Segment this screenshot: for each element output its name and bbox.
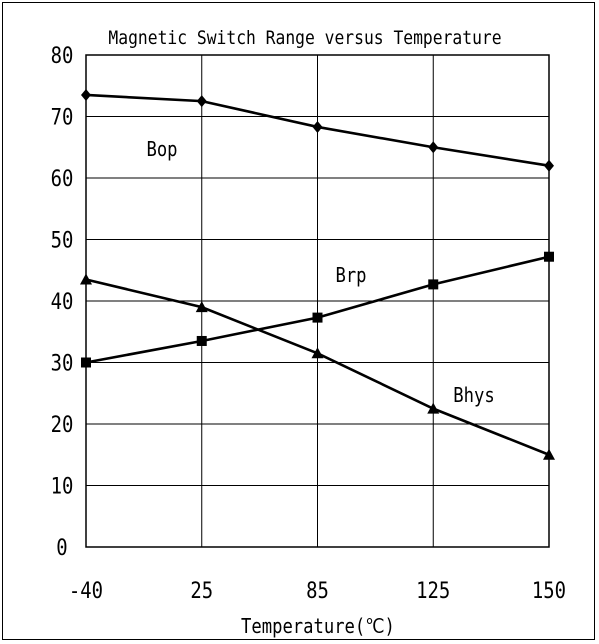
y-tick-label: 0 bbox=[56, 535, 67, 561]
y-tick-label: 40 bbox=[51, 289, 74, 315]
series-label-bop: Bop bbox=[146, 139, 177, 162]
x-tick-label: 25 bbox=[190, 578, 213, 604]
data-point-brp bbox=[428, 279, 439, 290]
data-point-brp bbox=[196, 335, 207, 346]
data-point-brp bbox=[312, 312, 323, 323]
data-point-bhys bbox=[543, 448, 555, 460]
data-point-brp bbox=[81, 357, 91, 368]
data-point-bhys bbox=[427, 402, 440, 414]
x-axis-tick-labels: -40 25 85 125 150 bbox=[69, 578, 566, 604]
y-tick-label: 10 bbox=[51, 473, 74, 499]
data-point-brp bbox=[544, 251, 554, 262]
data-point-bop bbox=[81, 88, 91, 101]
y-tick-label: 60 bbox=[51, 166, 74, 192]
series-label-brp: Brp bbox=[335, 265, 366, 288]
x-tick-label: 85 bbox=[306, 578, 329, 604]
y-tick-label: 20 bbox=[51, 412, 74, 438]
grid-lines bbox=[85, 54, 550, 548]
data-point-bop bbox=[544, 159, 554, 172]
x-axis-label: Temperature(℃) bbox=[241, 616, 395, 639]
x-tick-label: -40 bbox=[69, 578, 103, 604]
data-point-bop bbox=[312, 120, 323, 133]
chart-title: Magnetic Switch Range versus Temperature bbox=[108, 28, 501, 49]
y-tick-label: 70 bbox=[51, 104, 74, 130]
x-tick-label: 125 bbox=[416, 578, 450, 604]
x-tick-label: 150 bbox=[532, 578, 566, 604]
series-labels: Bop Brp Bhys bbox=[146, 139, 494, 408]
y-tick-label: 80 bbox=[51, 43, 74, 69]
data-point-bhys bbox=[80, 273, 92, 285]
data-point-bhys bbox=[195, 301, 208, 313]
data-point-bop bbox=[428, 141, 439, 154]
series-label-bhys: Bhys bbox=[453, 385, 494, 408]
y-tick-label: 30 bbox=[51, 350, 74, 376]
data-point-bhys bbox=[311, 347, 324, 359]
series-markers bbox=[80, 88, 555, 460]
y-axis-tick-labels: 0 10 20 30 40 50 60 70 80 bbox=[51, 43, 74, 561]
data-point-bop bbox=[196, 95, 207, 108]
y-tick-label: 50 bbox=[51, 227, 74, 253]
